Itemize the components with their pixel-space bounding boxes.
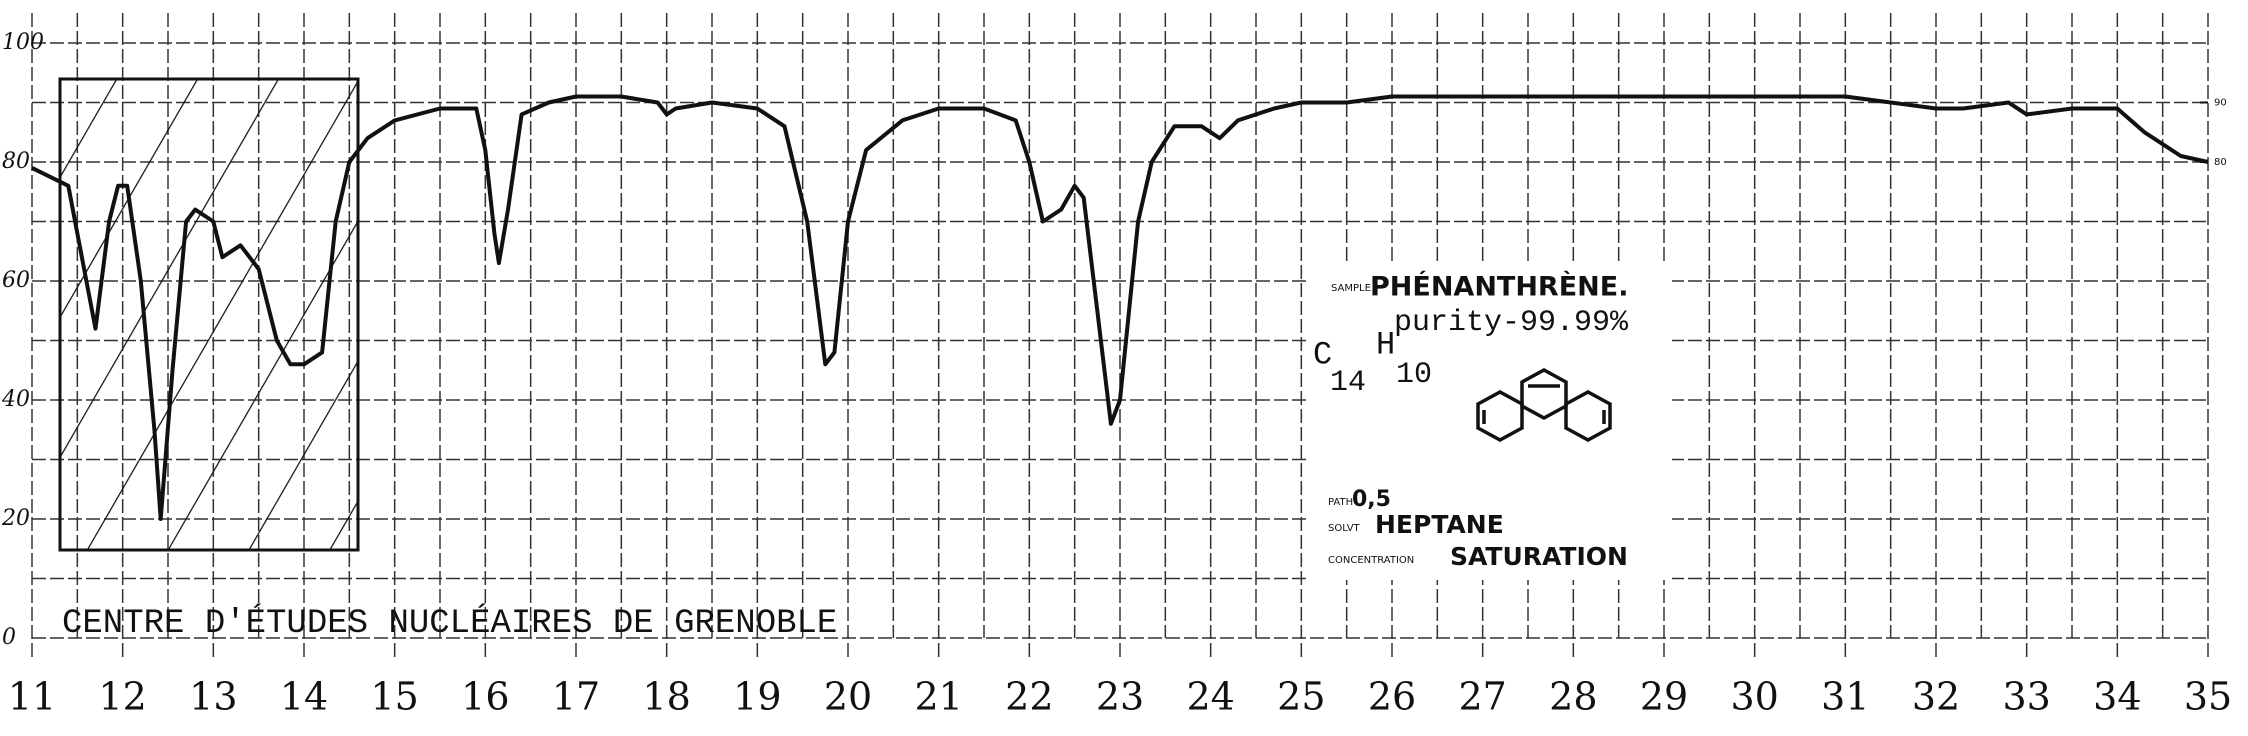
path-label: PATH <box>1328 497 1353 508</box>
x-tick-label: 14 <box>280 675 328 719</box>
purity: purity-99.99% <box>1394 306 1629 340</box>
formula-h: H <box>1376 326 1395 363</box>
plot: 11 12 13 14 15 16 17 18 19 20 21 22 23 24 25 26 27 28 29 30… <box>1 30 2232 719</box>
formula-c-count: 14 <box>1330 366 1366 400</box>
concentration: SATURATION <box>1450 542 1628 571</box>
formula-h-count: 10 <box>1396 358 1432 392</box>
x-tick-label: 32 <box>1912 675 1960 719</box>
x-tick-label: 16 <box>461 675 509 719</box>
x-tick-label: 22 <box>1005 675 1053 719</box>
x-tick-label: 26 <box>1368 675 1416 719</box>
solvent-label: SOLVT <box>1328 523 1361 534</box>
x-tick-label: 25 <box>1277 675 1325 719</box>
x-tick-label: 33 <box>2002 675 2050 719</box>
sample-panel: SAMPLE PHÉNANTHRÈNE. purity-99.99% C 14 … <box>1310 262 1672 580</box>
y2-tick-label: 90 <box>2214 98 2227 109</box>
x-tick-label: 30 <box>1730 675 1778 719</box>
x-tick-label: 27 <box>1458 675 1506 719</box>
x-tick-label: 20 <box>824 675 872 719</box>
y-tick-label: 20 <box>1 506 30 531</box>
x-tick-label: 29 <box>1640 675 1688 719</box>
formula-c: C <box>1313 336 1332 373</box>
y-tick-label: 0 <box>2 625 16 650</box>
y-tick-label: 80 <box>2 149 30 174</box>
x-tick-label: 17 <box>552 675 600 719</box>
x-tick-label: 18 <box>642 675 690 719</box>
sample-name: PHÉNANTHRÈNE. <box>1370 271 1628 303</box>
solvent: HEPTANE <box>1375 510 1504 539</box>
x-tick-label: 13 <box>189 675 237 719</box>
y-tick-label: 100 <box>2 30 44 55</box>
x-tick-label: 15 <box>370 675 418 719</box>
molecule <box>1476 368 1612 442</box>
x-tick-label: 21 <box>914 675 962 719</box>
path-value: 0,5 <box>1352 487 1391 512</box>
x-tick-label: 24 <box>1186 675 1234 719</box>
x-tick-label: 31 <box>1821 675 1869 719</box>
y-tick-label: 40 <box>1 387 30 412</box>
x-tick-label: 19 <box>733 675 781 719</box>
x-tick-label: 12 <box>98 675 146 719</box>
footer: CENTRE D'ÉTUDES NUCLÉAIRES DE GRENOBLE <box>62 604 837 643</box>
x-tick-label: 34 <box>2093 675 2141 719</box>
concentration-label: CONCENTRATION <box>1328 555 1414 566</box>
hatched-region <box>58 77 360 552</box>
x-tick-label: 23 <box>1096 675 1144 719</box>
y2-tick-label: 80 <box>2214 157 2227 168</box>
spectrum-line <box>31 94 2209 521</box>
x-tick-label: 11 <box>8 675 56 719</box>
sample-label: SAMPLE <box>1331 283 1371 294</box>
x-tick-label: 35 <box>2184 675 2232 719</box>
x-tick-label: 28 <box>1549 675 1597 719</box>
y-tick-label: 60 <box>2 268 30 293</box>
